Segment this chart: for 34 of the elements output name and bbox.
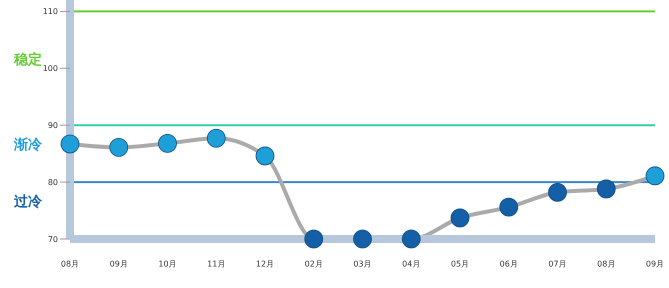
x-tick-label: 02月 [304,260,323,269]
x-tick-label: 07月 [548,260,567,269]
point [402,230,421,248]
y-tick-label: 70 [48,234,58,244]
x-tick-label: 04月 [402,260,420,269]
point [596,180,616,198]
y-tick-label: 80 [48,178,58,187]
point [646,166,664,186]
point [60,134,80,154]
point [353,230,372,248]
point [158,134,177,153]
x-tick-label: 06月 [500,260,518,269]
point [109,138,128,157]
text: 渐冷 [14,136,42,154]
x-tick-label: 03月 [353,260,372,269]
text: 稳定 [14,51,42,69]
x-tick-label: 09月 [110,260,128,269]
point [548,182,567,202]
x-tick-label: 12月 [256,260,274,269]
y-tick-label: 110 [42,7,58,16]
point [206,128,226,148]
point [450,208,470,228]
x-tick-label: 08月 [60,260,80,269]
x-tick-label: 11月 [207,260,226,269]
point [304,230,324,248]
y-tick-label: 100 [42,64,58,74]
x-tick-label: 08月 [597,260,616,269]
x-tick-label: 10月 [158,260,177,269]
x-tick-label: 05月 [450,260,470,269]
point [256,146,274,166]
y-tick-label: 90 [48,121,58,130]
text: 过冷 [14,193,42,211]
x-tick-label: 09月 [646,260,664,269]
point [499,198,518,217]
